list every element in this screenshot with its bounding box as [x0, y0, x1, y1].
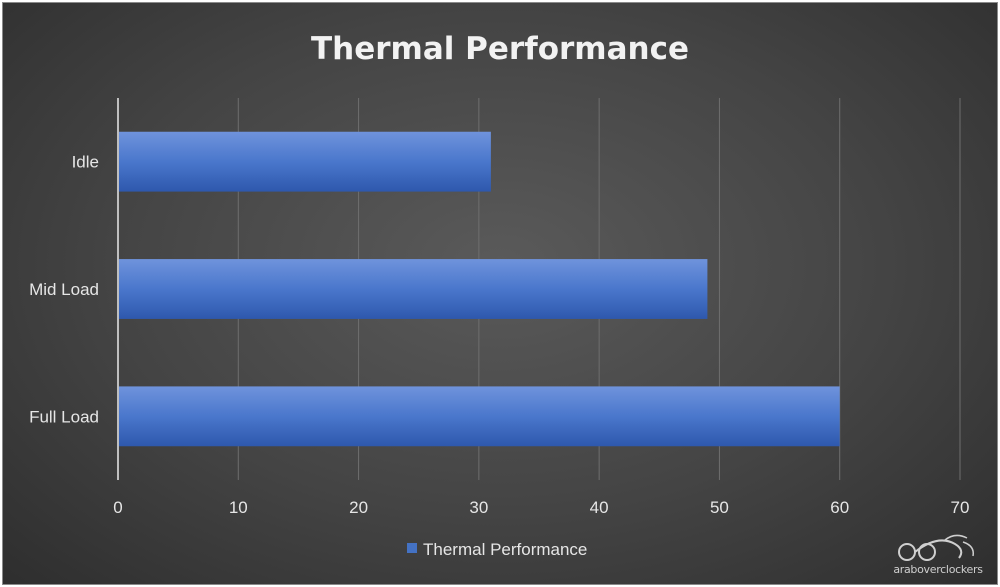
watermark-icon	[898, 534, 975, 561]
labels: 0 10 20 30 40 50 60 70 Idle Mid Load Full Load	[29, 153, 969, 517]
x-tick-label: 40	[590, 498, 609, 517]
x-tick-label: 50	[710, 498, 729, 517]
category-label: Mid Load	[29, 280, 99, 299]
category-label: Idle	[72, 153, 99, 172]
bar	[118, 259, 708, 319]
category-label: Full Load	[29, 407, 99, 426]
bar-chart: Thermal Performance 0 10 20 30 40 50 60 70 Idle M…	[29, 31, 969, 559]
watermark-text: araboverclockers	[893, 563, 983, 576]
x-tick-label: 30	[469, 498, 488, 517]
bar	[118, 386, 840, 447]
x-tick-label: 60	[830, 498, 849, 517]
watermark-logo: araboverclockers	[893, 532, 983, 576]
bar	[118, 131, 491, 192]
legend-swatch	[407, 543, 417, 553]
x-tick-label: 0	[113, 498, 122, 517]
legend: Thermal Performance	[407, 540, 587, 559]
x-tick-label: 20	[349, 498, 368, 517]
legend-label: Thermal Performance	[423, 540, 587, 559]
x-tick-label: 70	[951, 498, 970, 517]
chart-title: Thermal Performance	[311, 31, 689, 67]
bars	[118, 131, 840, 447]
x-tick-label: 10	[229, 498, 248, 517]
